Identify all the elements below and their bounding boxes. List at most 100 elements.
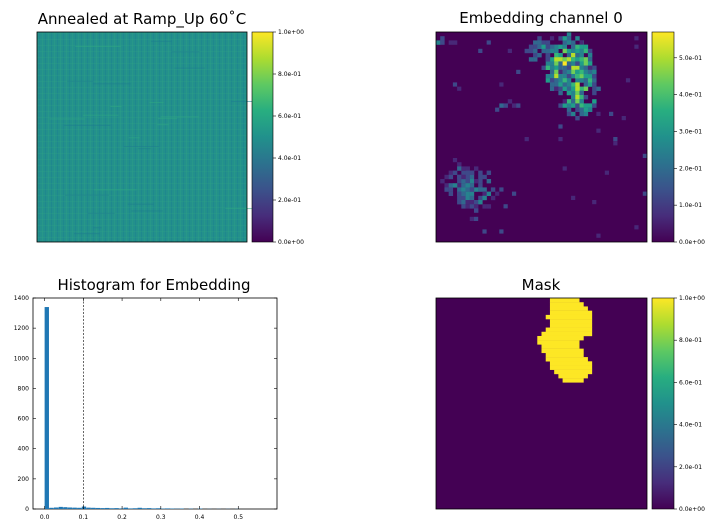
heat-cell (558, 86, 563, 91)
heat-cell (478, 174, 483, 180)
heat-cell (473, 216, 479, 221)
heat-cell (554, 69, 559, 75)
histogram-bar (95, 507, 101, 509)
title-embedding: Embedding channel 0 (459, 9, 623, 27)
heat-cell (571, 111, 576, 117)
histogram-bar (49, 507, 54, 509)
heat-cell (537, 44, 542, 49)
heat-cell (634, 225, 639, 230)
heat-cell (558, 82, 563, 87)
heat-cell (571, 69, 576, 75)
heat-cell (571, 103, 576, 108)
heat-cell (482, 229, 487, 234)
heat-cell (566, 103, 572, 108)
heat-cell (566, 57, 572, 62)
heat-cell (571, 82, 576, 87)
colorbar-tick-label: 0.0e+00 (679, 239, 705, 246)
panel-histogram: Histogram for Embedding 0.0 0.1 0.2 0.3 0.4 0… (14, 276, 278, 521)
heat-cell (503, 204, 508, 209)
heat-cell (562, 65, 568, 70)
heat-cell (587, 65, 593, 70)
heat-cell (469, 187, 475, 192)
texture-streak (83, 114, 119, 116)
heat-cell (461, 191, 466, 196)
heat-cell (549, 74, 555, 79)
heat-cell (613, 137, 618, 142)
heat-cell (571, 90, 576, 96)
texture-streak (150, 40, 172, 42)
heat-cell (571, 86, 576, 91)
colorbar-mask (651, 297, 675, 510)
histogram-bar (72, 507, 77, 509)
colorbar-tick-label: 1.0e-01 (679, 202, 702, 209)
histogram-bar (128, 508, 133, 509)
colorbar-tick-label: 8.0e-01 (278, 71, 301, 78)
heat-cell (465, 187, 470, 192)
heat-cell (621, 116, 626, 121)
heat-cell (579, 95, 584, 100)
histogram-bar (67, 507, 73, 509)
heat-cell (571, 74, 576, 79)
heat-cell (583, 44, 589, 49)
heat-cell (642, 153, 647, 158)
mask-cell (545, 327, 593, 332)
mask-cell (549, 323, 593, 328)
heat-cell (554, 44, 559, 49)
heat-cell (545, 78, 551, 83)
heat-cell (575, 74, 580, 79)
mask-cell (537, 335, 584, 341)
heat-cell (469, 200, 475, 205)
heat-cell (478, 200, 483, 205)
heat-cell (549, 36, 555, 41)
y-tick-label: 1200 (14, 325, 29, 332)
texture-streak (157, 124, 169, 126)
heat-cell (575, 57, 580, 62)
colorbar-tick-label: 1.0e+00 (278, 29, 304, 36)
histogram-bar (165, 508, 170, 509)
histogram-bar (118, 508, 124, 509)
heat-cell (592, 65, 597, 70)
heat-cell (473, 187, 479, 192)
heat-cell (461, 183, 466, 188)
heat-cell (604, 170, 610, 175)
heat-cell (558, 137, 563, 142)
texture-streak (67, 80, 94, 82)
heat-cell (473, 200, 479, 205)
heat-cell (511, 191, 517, 196)
heat-cell (461, 179, 466, 184)
heat-cell (452, 170, 458, 175)
heat-cell (562, 99, 567, 104)
heat-cell (457, 200, 462, 205)
heat-cell (575, 82, 580, 87)
heat-cell (558, 36, 563, 41)
colorbar-tick-label: 6.0e-01 (278, 113, 301, 120)
heat-cell (571, 53, 576, 58)
heat-cell (571, 195, 576, 200)
heat-cell (448, 187, 454, 192)
heat-cell (562, 40, 568, 45)
heat-cell (575, 65, 580, 70)
heat-cell (444, 187, 449, 192)
heat-cell (473, 204, 479, 209)
heat-cell (558, 124, 563, 129)
texture-streak (93, 227, 102, 229)
heat-cell (478, 48, 483, 53)
heat-cell (587, 57, 593, 62)
heat-cell (575, 99, 580, 104)
heat-cell (558, 61, 563, 66)
colorbar-ticks-mask: 0.0e+00 2.0e-01 4.0e-01 6.0e-01 8.0e-01 1.0e+… (674, 295, 705, 513)
texture-streak (231, 100, 257, 102)
heat-cell (465, 191, 470, 196)
heat-cell (549, 57, 555, 62)
heat-cell (583, 111, 589, 117)
heat-cell (482, 191, 487, 196)
heat-cell (486, 40, 491, 45)
heat-cell (486, 191, 492, 196)
heat-cell (613, 141, 618, 146)
heat-cell (562, 69, 568, 75)
heat-cell (465, 195, 470, 201)
heat-cell (579, 44, 584, 49)
heat-cell (486, 170, 492, 175)
heat-cell (490, 187, 496, 192)
heat-cell (549, 65, 555, 70)
